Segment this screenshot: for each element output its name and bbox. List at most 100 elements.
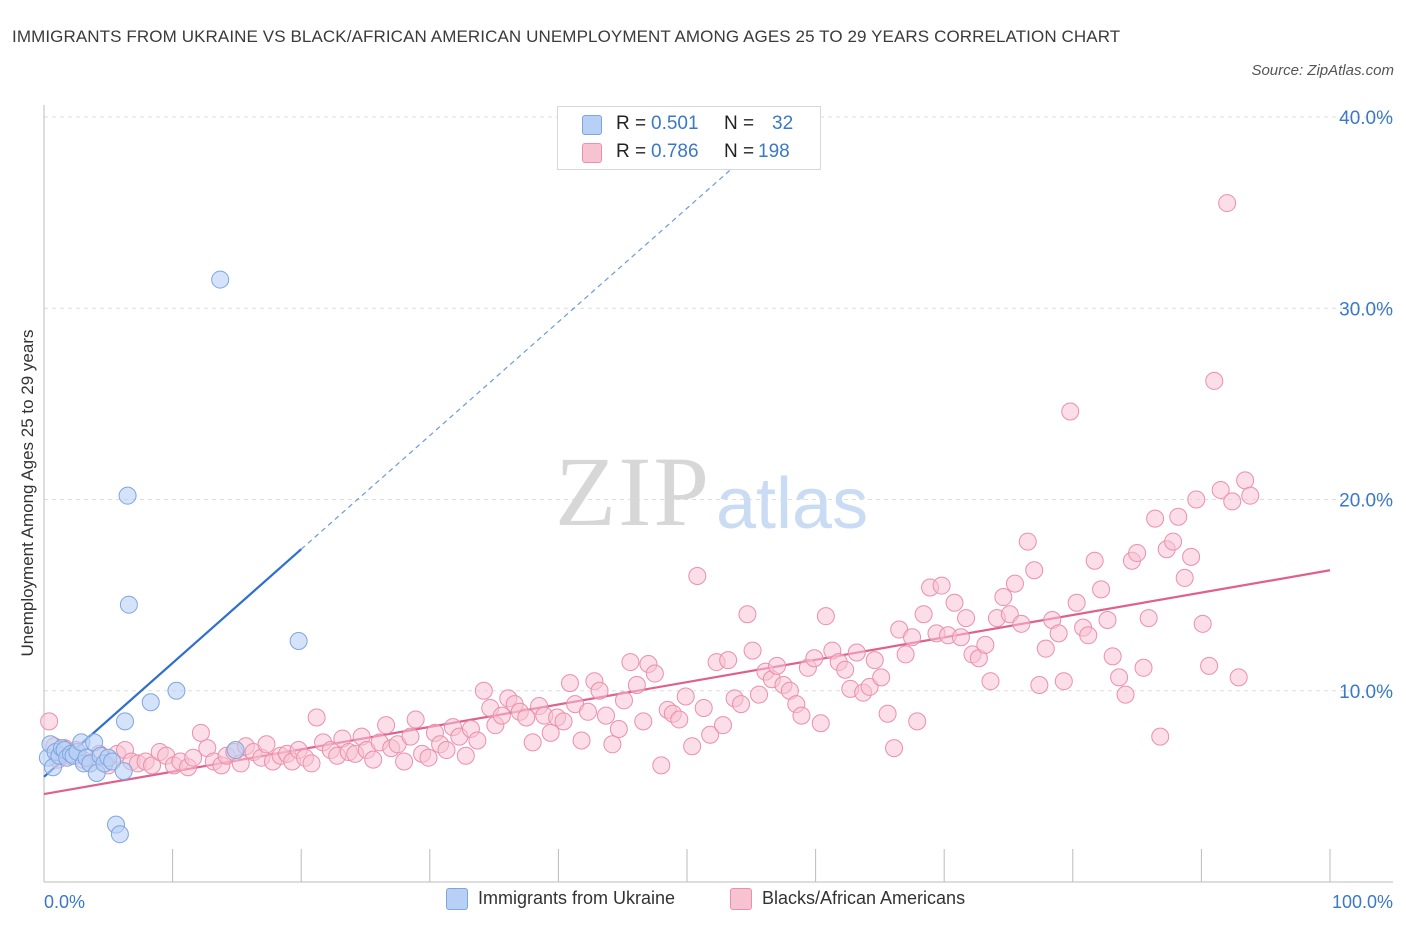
black-point (1175, 568, 1194, 587)
black-point (670, 710, 689, 729)
black-point (1036, 639, 1055, 658)
y-tick-label: 20.0% (1339, 491, 1393, 512)
black-point (1018, 532, 1037, 551)
ukraine-point (114, 762, 133, 781)
black-point (847, 643, 866, 662)
black-point (634, 712, 653, 731)
black-point (1241, 486, 1260, 505)
black-point (541, 723, 560, 742)
black-point (456, 746, 475, 765)
black-point (1169, 507, 1188, 526)
bottom-legend-swatch-black (730, 888, 752, 911)
black-points (40, 194, 1260, 777)
correlation-legend: R = 0.501 N = 32 R = 0.786 N = 198 (557, 106, 821, 170)
black-point (1134, 658, 1153, 677)
black-point (805, 649, 824, 668)
black-point (768, 656, 787, 675)
black-point (609, 720, 628, 738)
legend-swatch-black (582, 143, 602, 163)
black-point (1139, 609, 1158, 628)
black-point (1223, 492, 1242, 511)
black-point (143, 756, 162, 775)
black-point (816, 607, 835, 626)
black-point (976, 635, 995, 654)
black-point (603, 735, 622, 754)
black-point (364, 750, 383, 769)
black-point (572, 731, 591, 750)
black-point (885, 739, 904, 758)
black-point (1218, 194, 1237, 213)
legend-r-label: R = (616, 113, 647, 134)
black-point (560, 674, 579, 693)
black-point (184, 748, 203, 767)
ukraine-point (141, 693, 160, 712)
bottom-legend-ukraine: Immigrants from Ukraine (446, 888, 675, 916)
ukraine-point (226, 741, 245, 760)
black-point (406, 710, 425, 729)
black-point (1193, 614, 1212, 633)
bottom-legend-black: Blacks/African Americans (730, 888, 965, 916)
black-point (836, 660, 855, 679)
black-point (957, 609, 976, 628)
y-tick-label: 40.0% (1339, 108, 1393, 129)
source-label: Source: ZipAtlas.com (1251, 62, 1394, 79)
ukraine-trend-dashed (300, 150, 752, 550)
black-point (981, 672, 1000, 691)
bottom-legend-label-black: Blacks/African Americans (762, 888, 966, 908)
black-point (865, 651, 884, 670)
black-point (860, 677, 879, 696)
black-point (614, 691, 633, 710)
black-point (694, 698, 713, 717)
black-point (1128, 544, 1147, 563)
black-point (1000, 605, 1019, 624)
black-point (621, 653, 640, 672)
chart-title: IMMIGRANTS FROM UKRAINE VS BLACK/AFRICAN… (12, 27, 1121, 46)
black-point (1103, 647, 1122, 666)
ukraine-point (118, 486, 137, 505)
legend-swatch-ukraine (582, 115, 602, 135)
black-point (1012, 614, 1031, 633)
black-point (590, 681, 609, 700)
tick-labels: 10.0% 20.0% 30.0% 40.0% 0.0% 100.0% (44, 108, 1393, 912)
black-point (1085, 551, 1104, 570)
black-point (307, 708, 326, 727)
black-point (1211, 480, 1230, 499)
ukraine-point (110, 825, 129, 844)
black-point (1005, 574, 1024, 593)
black-point (1182, 547, 1201, 566)
black-point (401, 727, 420, 746)
black-point (437, 741, 456, 760)
legend-n-value: 198 (758, 141, 790, 162)
black-point (903, 628, 922, 647)
black-point (994, 588, 1013, 607)
black-point (377, 716, 396, 735)
ukraine-point (167, 681, 186, 700)
ukraine-point (119, 595, 138, 614)
legend-r-label: R = (616, 141, 647, 162)
black-point (878, 704, 897, 723)
black-point (191, 723, 210, 742)
legend-n-label: N = (724, 113, 755, 134)
black-point (1098, 610, 1117, 629)
black-point (932, 576, 951, 595)
ukraine-point (103, 752, 122, 771)
legend-n-value: 32 (772, 113, 794, 134)
black-point (908, 712, 927, 731)
black-point (1205, 371, 1224, 390)
black-point (792, 706, 811, 725)
black-point (395, 752, 414, 771)
black-point (468, 731, 487, 750)
black-point (1030, 676, 1049, 695)
y-tick-label: 30.0% (1339, 299, 1393, 320)
black-point (750, 685, 769, 704)
black-point (951, 628, 970, 647)
ukraine-point (211, 270, 230, 289)
grid-lines (44, 116, 1394, 692)
black-point (1054, 672, 1073, 691)
black-point (683, 737, 702, 756)
ukraine-point (116, 712, 135, 731)
black-point (1187, 490, 1206, 509)
black-point (1049, 624, 1068, 643)
black-point (645, 664, 664, 683)
